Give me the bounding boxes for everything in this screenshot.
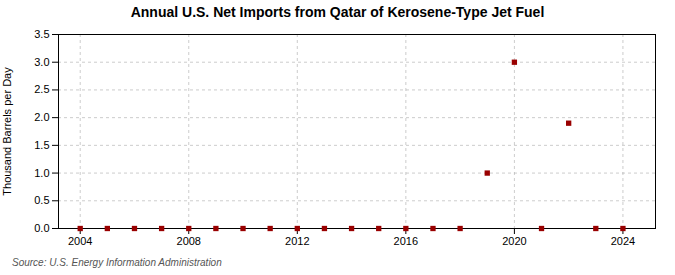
svg-text:0.5: 0.5 bbox=[34, 194, 49, 206]
svg-text:2020: 2020 bbox=[502, 235, 526, 247]
svg-text:2008: 2008 bbox=[177, 235, 201, 247]
html-text:Annual U.S. Net Imports from Q: Annual U.S. Net Imports from Qatar of Ke… bbox=[130, 4, 545, 20]
svg-text:1.5: 1.5 bbox=[34, 139, 49, 151]
svg-text:1.0: 1.0 bbox=[34, 167, 49, 179]
svg-text:2016: 2016 bbox=[394, 235, 418, 247]
svg-text:3.5: 3.5 bbox=[34, 28, 49, 40]
svg-text:2004: 2004 bbox=[68, 235, 92, 247]
svg-text:2.0: 2.0 bbox=[34, 111, 49, 123]
svg-text:3.0: 3.0 bbox=[34, 56, 49, 68]
svg-text:0.0: 0.0 bbox=[34, 222, 49, 234]
svg-text:Thousand Barrels per Day: Thousand Barrels per Day bbox=[1, 67, 13, 196]
svg-text:2024: 2024 bbox=[611, 235, 635, 247]
svg-text:2.5: 2.5 bbox=[34, 83, 49, 95]
svg-text:2012: 2012 bbox=[285, 235, 309, 247]
html-text:Source: U.S. Energy Informatio: Source: U.S. Energy Information Administ… bbox=[12, 257, 222, 268]
